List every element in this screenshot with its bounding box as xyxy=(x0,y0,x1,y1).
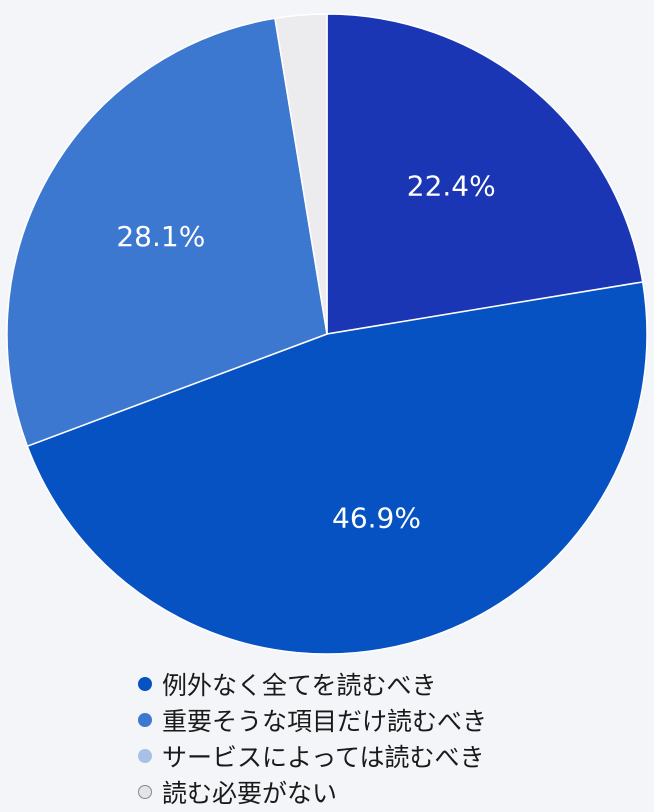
legend-item: 重要そうな項目だけ読むべき xyxy=(138,702,487,738)
legend-swatch xyxy=(138,785,152,799)
legend-label: サービスによっては読むべき xyxy=(162,743,485,772)
pie-slice xyxy=(274,13,328,335)
legend-item: サービスによっては読むべき xyxy=(138,738,487,774)
legend-item: 例外なく全てを読むべき xyxy=(138,666,487,702)
legend-label: 重要そうな項目だけ読むべき xyxy=(162,707,488,736)
slice-value-label: 22.4% xyxy=(407,170,496,203)
legend-swatch xyxy=(138,749,152,763)
legend-swatch xyxy=(138,677,152,691)
chart-legend: 例外なく全てを読むべき 重要そうな項目だけ読むべき サービスによっては読むべき … xyxy=(138,666,487,810)
pie-slice xyxy=(26,281,648,655)
legend-swatch xyxy=(138,713,152,727)
slice-value-label: 46.9% xyxy=(332,502,421,535)
legend-item: 読む必要がない xyxy=(138,774,487,810)
pie-slice xyxy=(6,17,328,448)
pie-chart-svg: 22.4% 46.9% 28.1% xyxy=(6,13,648,655)
pie-slice xyxy=(326,13,644,335)
legend-label: 例外なく全てを読むべき xyxy=(162,671,437,700)
legend-label: 読む必要がない xyxy=(162,779,338,808)
slice-value-label: 28.1% xyxy=(116,220,205,253)
